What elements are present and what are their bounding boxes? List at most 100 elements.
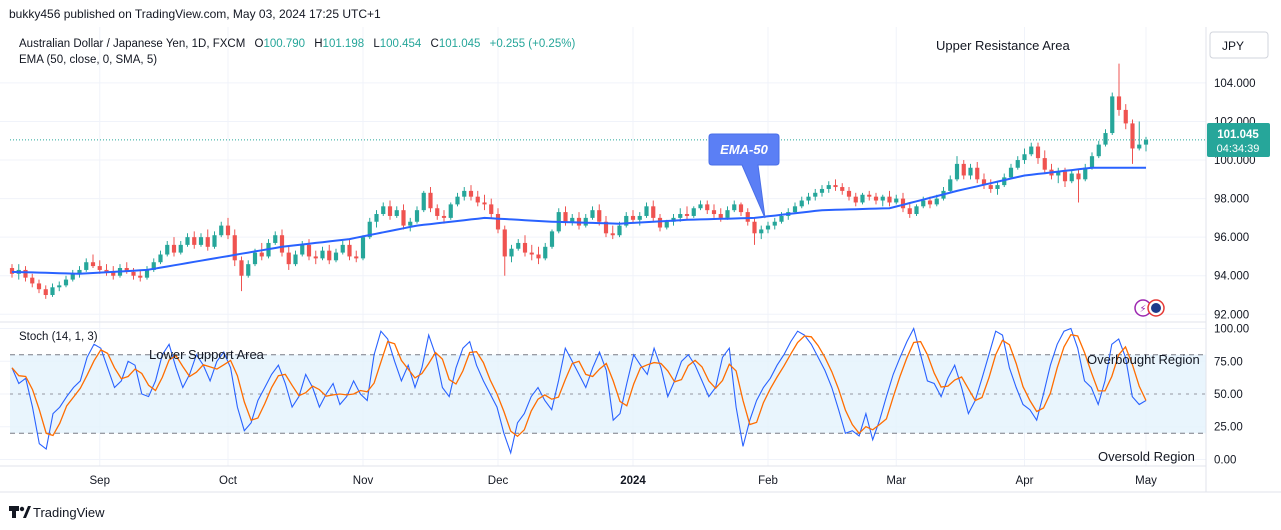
- stoch-tick-label: 75.00: [1214, 356, 1243, 368]
- tradingview-logo[interactable]: TradingView: [9, 505, 105, 520]
- candle-body: [23, 269, 28, 278]
- candle-body: [340, 244, 345, 253]
- candle-body: [462, 190, 467, 197]
- candle-body: [178, 244, 183, 253]
- candle-body: [50, 287, 55, 296]
- candle-body: [705, 204, 710, 211]
- candle-body: [367, 221, 372, 238]
- candle-body: [948, 179, 953, 191]
- ohlc-low-value: 100.454: [380, 38, 422, 50]
- time-tick-label: Dec: [488, 475, 509, 487]
- last-price-value: 101.045: [1217, 129, 1259, 141]
- candle-body: [543, 246, 548, 259]
- time-tick-label: May: [1135, 475, 1157, 487]
- event-icons[interactable]: ⚡: [1134, 299, 1165, 317]
- candle-body: [833, 185, 838, 188]
- candle-body: [914, 206, 919, 215]
- candle-body: [590, 210, 595, 218]
- candle-body: [981, 179, 987, 186]
- upper-resistance-label: Upper Resistance Area: [936, 38, 1070, 53]
- candle-body: [954, 163, 960, 180]
- ohlc-open-value: 100.790: [263, 38, 305, 50]
- flag-icon: [1151, 303, 1161, 313]
- candle-body: [792, 206, 798, 213]
- candle-body: [252, 252, 258, 265]
- candle-body: [1029, 146, 1034, 155]
- candle-body: [1123, 109, 1128, 124]
- candle-body: [293, 254, 298, 265]
- candle-body: [30, 277, 35, 284]
- currency-selector[interactable]: JPY: [1209, 31, 1269, 59]
- time-tick-label: Oct: [219, 475, 238, 487]
- candle-body: [212, 235, 217, 247]
- bar-countdown: 04:34:39: [1217, 143, 1260, 155]
- time-tick-label: Feb: [758, 475, 778, 487]
- candle-body: [678, 214, 683, 218]
- candle-body: [894, 198, 899, 203]
- publish-info: bukky456 published on TradingView.com, M…: [9, 7, 381, 21]
- candle-body: [732, 204, 737, 211]
- candle-body: [529, 252, 534, 255]
- stoch-axis[interactable]: 100.00 75.00 50.00 25.00 0.00: [1214, 324, 1249, 467]
- ohlc-high-label: H: [314, 38, 322, 50]
- candle-body: [759, 229, 764, 234]
- price-tick-label: 92.000: [1214, 309, 1249, 321]
- candle-body: [1076, 173, 1081, 180]
- ohlc-close-label: C: [431, 38, 439, 50]
- candle-body: [1069, 173, 1074, 182]
- candle-body: [624, 215, 629, 226]
- price-axis[interactable]: 104.000102.000100.00098.00096.00094.0009…: [1214, 78, 1256, 321]
- candle-body: [374, 214, 379, 222]
- candle-body: [1042, 158, 1047, 170]
- time-axis[interactable]: Sep Oct Nov Dec 2024 Feb Mar Apr May: [90, 475, 1158, 487]
- candle-body: [151, 262, 156, 270]
- stoch-tick-label: 25.00: [1214, 422, 1243, 434]
- candle-body: [1056, 171, 1061, 176]
- candle-body: [819, 188, 825, 193]
- candle-body: [246, 264, 251, 276]
- candle-body: [752, 221, 757, 234]
- candle-body: [603, 221, 609, 234]
- ohlc-open-label: O: [255, 38, 264, 50]
- candle-body: [1089, 156, 1095, 168]
- ohlc-close-value: 101.045: [439, 38, 481, 50]
- candle-body: [306, 244, 312, 257]
- candle-body: [900, 198, 906, 209]
- candle-body: [300, 244, 305, 255]
- svg-text:Australian Dollar / Japanese Y: Australian Dollar / Japanese Yen, 1D, FX…: [19, 38, 575, 50]
- price-tick-label: 104.000: [1214, 78, 1256, 90]
- candle-body: [961, 163, 966, 176]
- candle-body: [1110, 96, 1115, 134]
- candle-body: [522, 242, 528, 253]
- candle-body: [516, 242, 521, 249]
- candle-body: [826, 185, 831, 189]
- overbought-label: Overbought Region: [1087, 352, 1200, 367]
- candle-body: [57, 285, 62, 288]
- ema-50-line: [11, 166, 1146, 275]
- candle-body: [684, 214, 690, 216]
- candle-body: [279, 235, 285, 253]
- candle-body: [273, 235, 278, 243]
- candle-body: [408, 221, 413, 226]
- candle-body: [846, 190, 852, 197]
- candle-body: [536, 254, 541, 259]
- candle-body: [887, 196, 892, 203]
- currency-label: JPY: [1222, 39, 1244, 53]
- candle-body: [131, 271, 136, 276]
- candle-body: [77, 269, 82, 274]
- candle-body: [455, 196, 460, 205]
- candle-body: [975, 167, 980, 180]
- candle-body: [921, 200, 926, 207]
- candle-body: [489, 204, 494, 215]
- candle-body: [198, 237, 204, 245]
- candle-body: [158, 254, 163, 263]
- candle-body: [509, 248, 514, 257]
- stoch-legend: Stoch (14, 1, 3): [19, 331, 98, 343]
- candle-body: [9, 268, 15, 274]
- lower-support-label: Lower Support Area: [149, 347, 265, 362]
- candle-body: [664, 221, 669, 228]
- candle-body: [259, 252, 264, 257]
- candle-body: [192, 237, 197, 245]
- candle-body: [482, 202, 487, 205]
